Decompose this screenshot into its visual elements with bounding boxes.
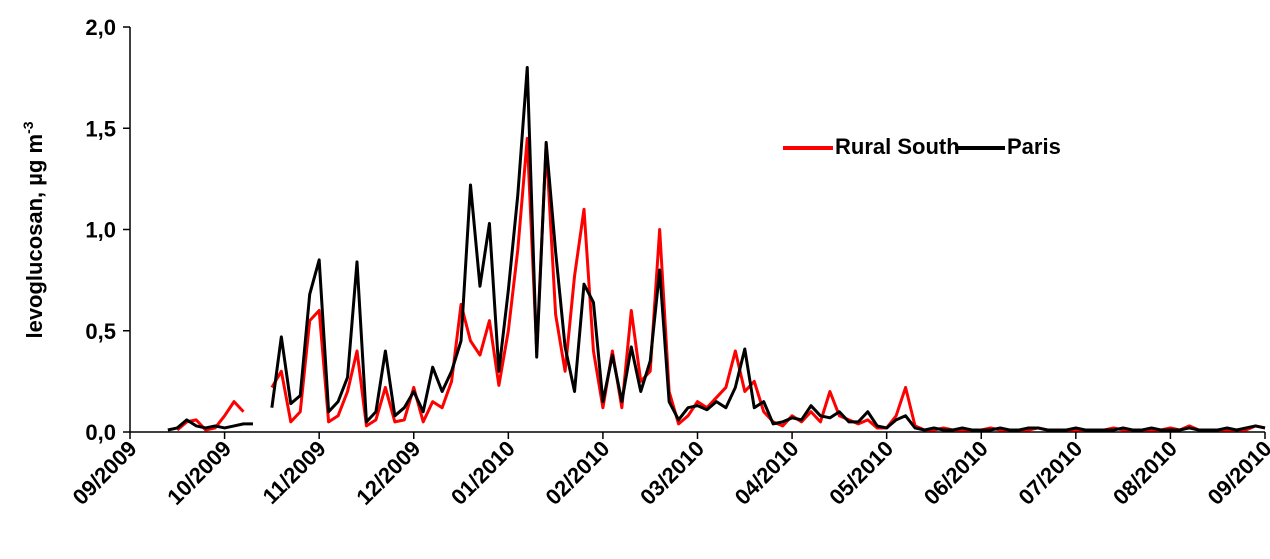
x-tick-label: 10/2009: [162, 436, 236, 510]
series-line: [270, 66, 1266, 432]
x-tick-label: 08/2010: [1108, 436, 1182, 510]
y-tick-label: 1,0: [85, 218, 116, 243]
x-tick-label: 03/2010: [635, 436, 709, 510]
y-tick-label: 2,0: [85, 15, 116, 40]
x-tick-label: 04/2010: [730, 436, 804, 510]
x-tick-label: 02/2010: [541, 436, 615, 510]
x-tick-label: 01/2010: [446, 436, 520, 510]
y-tick-label: 0,0: [85, 420, 116, 445]
x-tick-label: 11/2009: [258, 436, 331, 509]
y-axis-label-text: levoglucosan, µg m: [22, 134, 47, 339]
x-tick-label: 12/2009: [351, 436, 425, 510]
y-axis-label-sup: -3: [20, 121, 36, 134]
y-tick-label: 0,5: [85, 319, 116, 344]
y-axis-label: levoglucosan, µg m-3: [20, 121, 47, 338]
x-tick-label: 09/2010: [1203, 436, 1270, 510]
series-line: [270, 136, 1266, 432]
x-tick-label: 06/2010: [919, 436, 993, 510]
x-tick-label: 09/2009: [68, 436, 142, 510]
x-tick-label: 07/2010: [1013, 436, 1087, 510]
y-tick-label: 1,5: [85, 116, 116, 141]
legend-label: Paris: [1007, 134, 1061, 159]
legend-label: Rural South: [835, 134, 960, 159]
x-tick-label: 05/2010: [824, 436, 898, 510]
series-line: [167, 418, 253, 432]
